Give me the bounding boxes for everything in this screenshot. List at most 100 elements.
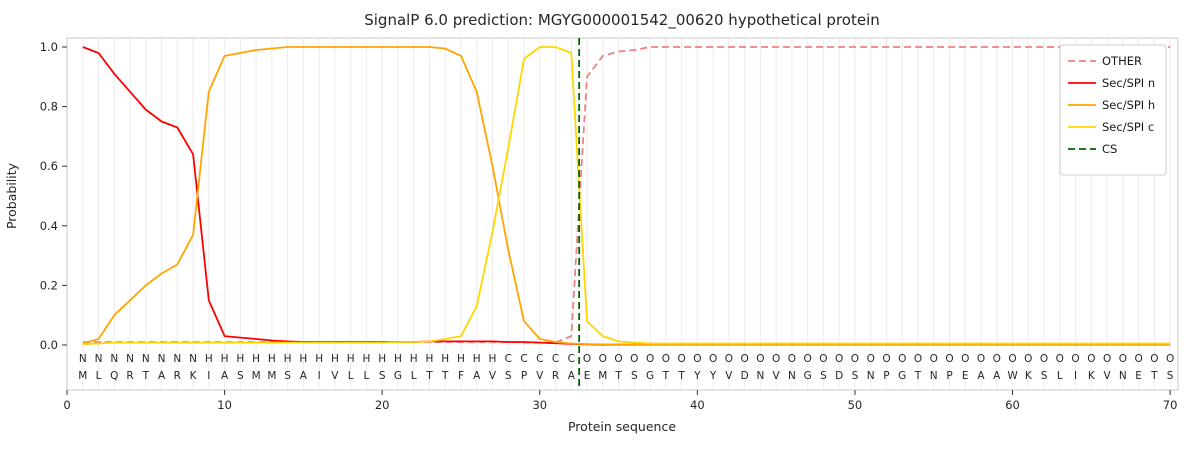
region-label: O: [614, 353, 622, 365]
residue-letter: V: [773, 370, 781, 382]
region-label: H: [441, 353, 449, 365]
residue-letter: Y: [693, 370, 701, 382]
region-label: C: [520, 353, 527, 365]
y-tick-label: 0.4: [40, 219, 58, 233]
region-label: O: [819, 353, 827, 365]
residue-letter: M: [598, 370, 607, 382]
residue-letter: W: [1007, 370, 1018, 382]
region-label: O: [1071, 353, 1079, 365]
residue-letter: L: [348, 370, 354, 382]
region-label: O: [851, 353, 859, 365]
region-label: H: [457, 353, 465, 365]
plot-frame: [66, 37, 1179, 391]
series-line-Sec/SPI h: [82, 46, 1171, 346]
y-tick-label: 0.8: [40, 100, 58, 114]
residue-letter: G: [804, 370, 812, 382]
residue-letter: N: [930, 370, 938, 382]
residue-letter: K: [190, 370, 198, 382]
axes-ticks: 0.0 0.2 0.4 0.6 0.8 1.0 0 10 20 30 40 50 60 70: [40, 40, 1178, 412]
residue-letter: L: [96, 370, 102, 382]
residue-letter: E: [962, 370, 969, 382]
residue-letter: E: [584, 370, 591, 382]
region-label: H: [331, 353, 339, 365]
region-label: O: [693, 353, 701, 365]
region-label: H: [252, 353, 260, 365]
region-label: O: [1166, 353, 1174, 365]
region-label: H: [426, 353, 434, 365]
y-axis-label: Probability: [4, 162, 19, 229]
residue-letter: A: [568, 370, 576, 382]
residue-letter: A: [158, 370, 166, 382]
region-label: O: [646, 353, 654, 365]
residue-letter: V: [536, 370, 544, 382]
region-label: H: [284, 353, 292, 365]
residue-letter: S: [631, 370, 638, 382]
legend-entry-label: Sec/SPI h: [1102, 98, 1155, 112]
region-label: O: [945, 353, 953, 365]
legend-entry-label: CS: [1102, 142, 1117, 156]
y-tick-label: 0.0: [40, 338, 58, 352]
region-label: O: [993, 353, 1001, 365]
residue-letter: K: [1088, 370, 1096, 382]
residue-letter: F: [458, 370, 464, 382]
region-label: H: [394, 353, 402, 365]
residue-letter: V: [489, 370, 497, 382]
residue-letter: S: [284, 370, 291, 382]
legend-entry-label: Sec/SPI c: [1102, 120, 1154, 134]
residue-letter: T: [441, 370, 449, 382]
region-label: O: [1008, 353, 1016, 365]
residue-letter: G: [394, 370, 402, 382]
residue-letter: T: [662, 370, 670, 382]
residue-letter: K: [1025, 370, 1033, 382]
region-label: H: [347, 353, 355, 365]
residue-letter: A: [473, 370, 481, 382]
x-tick-label: 20: [375, 398, 390, 412]
region-label: N: [79, 353, 87, 365]
region-label: H: [410, 353, 418, 365]
region-label: O: [740, 353, 748, 365]
region-label: O: [882, 353, 890, 365]
region-label: O: [677, 353, 685, 365]
x-axis-label: Protein sequence: [568, 419, 676, 434]
region-label: O: [898, 353, 906, 365]
region-label: H: [236, 353, 244, 365]
region-label: O: [788, 353, 796, 365]
residue-letter: S: [237, 370, 244, 382]
residue-letter: E: [1135, 370, 1142, 382]
residue-letter: P: [946, 370, 952, 382]
region-label: C: [568, 353, 575, 365]
x-tick-label: 10: [217, 398, 232, 412]
y-tick-label: 1.0: [40, 40, 58, 54]
residue-letter: I: [318, 370, 321, 382]
residue-letter: A: [993, 370, 1001, 382]
region-label: O: [930, 353, 938, 365]
series-line-Sec/SPI c: [82, 46, 1171, 345]
region-label: N: [95, 353, 103, 365]
x-tick-label: 0: [63, 398, 70, 412]
residue-letter: N: [756, 370, 764, 382]
residue-letter: R: [126, 370, 133, 382]
region-label: O: [914, 353, 922, 365]
y-tick-label: 0.6: [40, 159, 58, 173]
region-label: O: [835, 353, 843, 365]
residue-letter: L: [363, 370, 369, 382]
region-label: H: [315, 353, 323, 365]
x-tick-label: 40: [690, 398, 705, 412]
residue-letter: G: [646, 370, 654, 382]
region-label: O: [1119, 353, 1127, 365]
region-label: O: [583, 353, 591, 365]
residue-letter: Q: [110, 370, 118, 382]
residue-letter: P: [883, 370, 889, 382]
residue-letter: M: [252, 370, 261, 382]
region-label: O: [1087, 353, 1095, 365]
residue-letter: S: [379, 370, 386, 382]
region-label: N: [189, 353, 197, 365]
residue-letter: T: [1150, 370, 1158, 382]
chart-title: SignalP 6.0 prediction: MGYG000001542_00…: [364, 11, 880, 30]
residue-letter: T: [677, 370, 685, 382]
residue-letter: D: [835, 370, 843, 382]
